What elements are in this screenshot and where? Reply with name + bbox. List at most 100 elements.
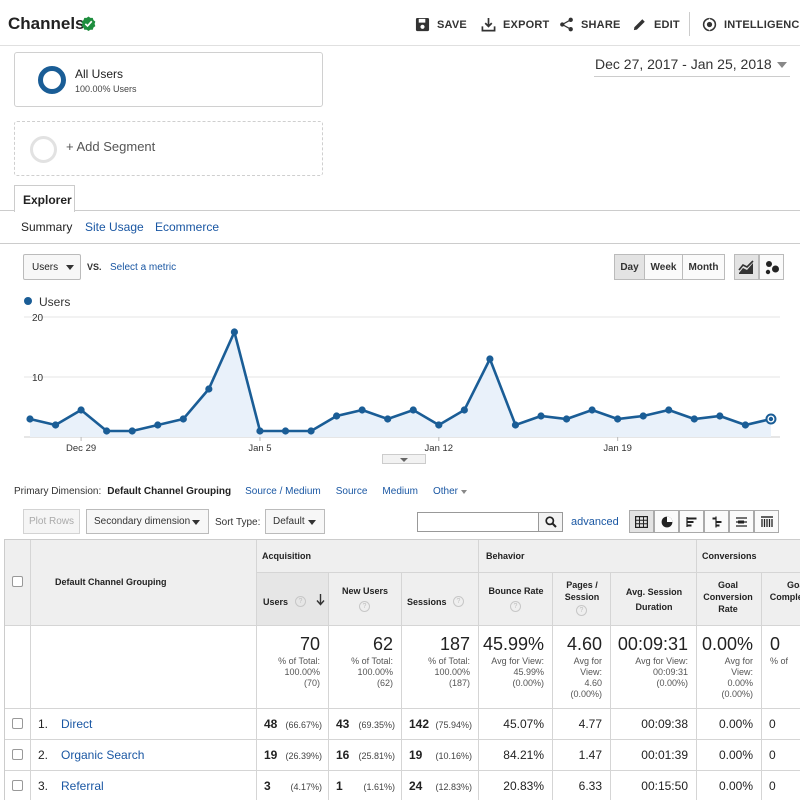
channel-link[interactable]: Organic Search bbox=[61, 748, 145, 762]
users-data-point[interactable] bbox=[486, 355, 494, 363]
view-comparison-button[interactable] bbox=[704, 510, 729, 533]
share-button[interactable]: SHARE bbox=[559, 17, 621, 32]
users-data-point[interactable] bbox=[358, 406, 366, 414]
view-data-table-button[interactable] bbox=[629, 510, 654, 533]
col-bounce-rate[interactable]: Bounce Rate ? bbox=[479, 573, 553, 626]
dimension-medium[interactable]: Medium bbox=[382, 486, 418, 497]
users-data-point[interactable] bbox=[562, 415, 571, 423]
col-users[interactable]: Users ? bbox=[257, 573, 329, 626]
users-data-point[interactable] bbox=[741, 421, 750, 429]
channel-link[interactable]: Direct bbox=[61, 717, 93, 731]
select-metric-link[interactable]: Select a metric bbox=[110, 262, 177, 273]
motion-chart-button[interactable] bbox=[759, 254, 784, 280]
view-pivot-button[interactable] bbox=[754, 510, 779, 533]
search-button[interactable] bbox=[538, 512, 563, 532]
subtab-site-usage[interactable]: Site Usage bbox=[85, 220, 144, 234]
intelligence-button[interactable]: INTELLIGENCE bbox=[702, 17, 800, 32]
tab-explorer[interactable]: Explorer bbox=[14, 185, 75, 212]
dimension-default-channel-grouping[interactable]: Default Channel Grouping bbox=[107, 486, 232, 497]
value-pair: 3 (4.17%) bbox=[257, 779, 328, 793]
users-data-point[interactable] bbox=[409, 406, 417, 414]
period-day-button[interactable]: Day bbox=[614, 254, 645, 280]
date-range-picker[interactable]: Dec 27, 2017 - Jan 25, 2018 bbox=[595, 56, 772, 72]
view-performance-button[interactable] bbox=[679, 510, 704, 533]
view-term-cloud-button[interactable] bbox=[729, 510, 754, 533]
dimension-other[interactable]: Other bbox=[433, 486, 459, 497]
add-segment-button[interactable]: + Add Segment bbox=[14, 121, 323, 176]
col-sessions[interactable]: Sessions ? bbox=[402, 573, 479, 626]
period-month-button[interactable]: Month bbox=[682, 254, 725, 280]
users-data-point[interactable] bbox=[51, 421, 60, 429]
row-checkbox[interactable] bbox=[12, 749, 23, 760]
secondary-dimension-select[interactable]: Secondary dimension bbox=[86, 509, 209, 534]
col-pages-per-session[interactable]: Pages / Session ? bbox=[553, 573, 611, 626]
users-data-point[interactable] bbox=[256, 427, 264, 435]
chevron-down-icon[interactable] bbox=[461, 489, 468, 494]
col-new-users[interactable]: New Users ? bbox=[329, 573, 402, 626]
subtab-ecommerce[interactable]: Ecommerce bbox=[155, 220, 220, 234]
segment-all-users[interactable]: All Users 100.00% Users bbox=[14, 52, 323, 107]
line-chart-button[interactable] bbox=[734, 254, 759, 280]
export-button[interactable]: EXPORT bbox=[481, 17, 549, 32]
users-data-point[interactable] bbox=[230, 328, 238, 336]
users-data-point[interactable] bbox=[77, 406, 85, 414]
totals-detail: % of bbox=[770, 656, 789, 666]
help-icon[interactable]: ? bbox=[576, 605, 587, 616]
col-avg-session-duration[interactable]: Avg. Session Duration bbox=[611, 573, 697, 626]
plot-rows-button[interactable]: Plot Rows bbox=[23, 509, 80, 534]
totals-value: 4.60 bbox=[566, 634, 602, 654]
help-icon[interactable]: ? bbox=[453, 596, 464, 607]
users-data-point[interactable] bbox=[537, 412, 545, 420]
totals-detail: View: bbox=[731, 667, 753, 677]
users-data-point[interactable] bbox=[333, 412, 341, 420]
users-data-point[interactable] bbox=[614, 415, 622, 423]
totals-detail: Avg for bbox=[724, 656, 753, 666]
users-data-point[interactable] bbox=[690, 415, 698, 423]
users-data-point[interactable] bbox=[435, 421, 443, 429]
users-data-point[interactable] bbox=[205, 385, 213, 393]
users-data-point[interactable] bbox=[511, 421, 520, 429]
row-checkbox[interactable] bbox=[12, 780, 23, 791]
period-week-button[interactable]: Week bbox=[644, 254, 683, 280]
row-index: 1. bbox=[38, 717, 49, 731]
dimension-source-medium[interactable]: Source / Medium bbox=[245, 486, 321, 497]
users-data-point[interactable] bbox=[281, 427, 290, 435]
metric-select[interactable]: Users bbox=[23, 254, 81, 280]
totals-detail: 45.99% bbox=[513, 667, 544, 677]
sort-type-select[interactable]: Default bbox=[265, 509, 325, 534]
table-search-input[interactable] bbox=[417, 512, 539, 532]
users-data-point[interactable] bbox=[384, 415, 392, 423]
dimension-source[interactable]: Source bbox=[335, 486, 368, 497]
view-percentage-button[interactable] bbox=[654, 510, 679, 533]
edit-button[interactable]: EDIT bbox=[632, 17, 680, 32]
row-checkbox[interactable] bbox=[12, 718, 23, 729]
users-data-point[interactable] bbox=[128, 427, 136, 435]
help-icon[interactable]: ? bbox=[295, 596, 306, 607]
col-goal-completions[interactable]: Goal Completions bbox=[762, 573, 800, 626]
users-data-point[interactable] bbox=[716, 412, 724, 420]
users-data-point[interactable] bbox=[103, 427, 111, 435]
cell-value: 00:15:50 bbox=[641, 779, 688, 793]
users-data-point[interactable] bbox=[307, 427, 315, 435]
save-button[interactable]: SAVE bbox=[415, 17, 467, 32]
users-data-point[interactable] bbox=[639, 412, 647, 420]
save-icon bbox=[415, 17, 430, 32]
totals-detail: (0.00%) bbox=[570, 689, 602, 699]
dimension-header[interactable]: Default Channel Grouping bbox=[55, 577, 167, 587]
users-data-point[interactable] bbox=[460, 406, 468, 414]
users-data-point[interactable] bbox=[154, 421, 162, 429]
advanced-filter-link[interactable]: advanced bbox=[571, 516, 619, 528]
select-all-checkbox[interactable] bbox=[12, 576, 23, 587]
x-tick-label: Dec 29 bbox=[66, 443, 96, 454]
users-data-point[interactable] bbox=[588, 406, 596, 414]
users-data-point[interactable] bbox=[665, 406, 673, 414]
col-goal-conversion-rate[interactable]: Goal Conversion Rate bbox=[697, 573, 762, 626]
help-icon[interactable]: ? bbox=[510, 601, 521, 612]
users-data-point[interactable] bbox=[26, 415, 34, 423]
channel-link[interactable]: Referral bbox=[61, 779, 104, 793]
users-data-point[interactable] bbox=[179, 415, 187, 423]
subtab-summary[interactable]: Summary bbox=[21, 220, 73, 234]
secondary-dimension-label: Secondary dimension bbox=[94, 516, 191, 527]
chevron-down-icon[interactable] bbox=[777, 62, 787, 68]
help-icon[interactable]: ? bbox=[359, 601, 370, 612]
